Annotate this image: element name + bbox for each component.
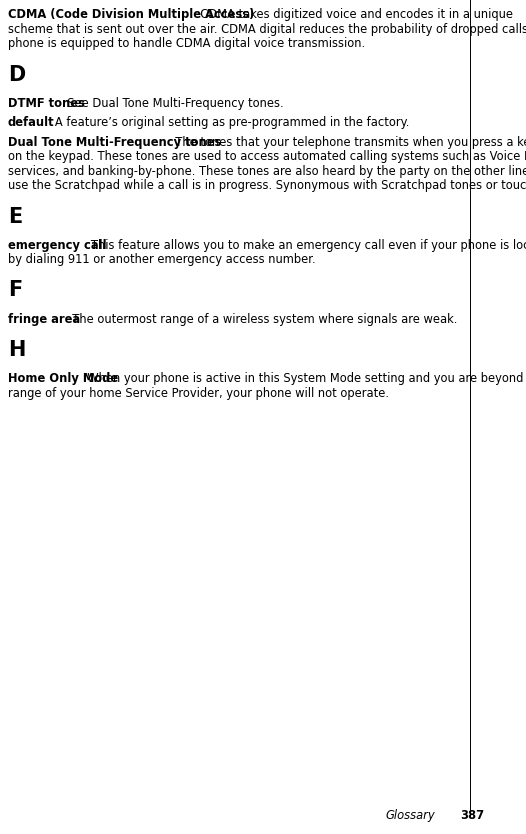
Text: CDMA takes digitized voice and encodes it in a unique: CDMA takes digitized voice and encodes i…	[194, 8, 513, 21]
Text: Dual Tone Multi-Frequency tones: Dual Tone Multi-Frequency tones	[8, 135, 221, 148]
Text: See Dual Tone Multi-Frequency tones.: See Dual Tone Multi-Frequency tones.	[59, 97, 283, 109]
Text: The tones that your telephone transmits when you press a key: The tones that your telephone transmits …	[168, 135, 526, 148]
Text: H: H	[8, 340, 25, 360]
Text: F: F	[8, 280, 22, 300]
Text: Home Only Mode: Home Only Mode	[8, 372, 118, 385]
Text: range of your home Service Provider, your phone will not operate.: range of your home Service Provider, you…	[8, 386, 389, 399]
Text: services, and banking-by-phone. These tones are also heard by the party on the o: services, and banking-by-phone. These to…	[8, 164, 526, 178]
Text: Glossary: Glossary	[385, 809, 434, 822]
Text: When your phone is active in this System Mode setting and you are beyond the: When your phone is active in this System…	[80, 372, 526, 385]
Text: use the Scratchpad while a call is in progress. Synonymous with Scratchpad tones: use the Scratchpad while a call is in pr…	[8, 179, 526, 192]
Text: DTMF tones: DTMF tones	[8, 97, 85, 109]
Text: default: default	[8, 116, 55, 129]
Text: CDMA (Code Division Multiple Access): CDMA (Code Division Multiple Access)	[8, 8, 255, 21]
Text: emergency call: emergency call	[8, 239, 107, 252]
Text: 387: 387	[460, 809, 484, 822]
Text: on the keypad. These tones are used to access automated calling systems such as : on the keypad. These tones are used to a…	[8, 150, 526, 163]
Text: scheme that is sent out over the air. CDMA digital reduces the probability of dr: scheme that is sent out over the air. CD…	[8, 23, 526, 36]
Text: E: E	[8, 207, 22, 227]
Text: fringe area: fringe area	[8, 313, 80, 325]
Text: This feature allows you to make an emergency call even if your phone is locked,: This feature allows you to make an emerg…	[80, 239, 526, 252]
Text: phone is equipped to handle CDMA digital voice transmission.: phone is equipped to handle CDMA digital…	[8, 37, 365, 50]
Text: A feature’s original setting as pre-programmed in the factory.: A feature’s original setting as pre-prog…	[44, 116, 409, 129]
Text: by dialing 911 or another emergency access number.: by dialing 911 or another emergency acce…	[8, 253, 316, 266]
Text: D: D	[8, 64, 25, 84]
Text: The outermost range of a wireless system where signals are weak.: The outermost range of a wireless system…	[65, 313, 457, 325]
